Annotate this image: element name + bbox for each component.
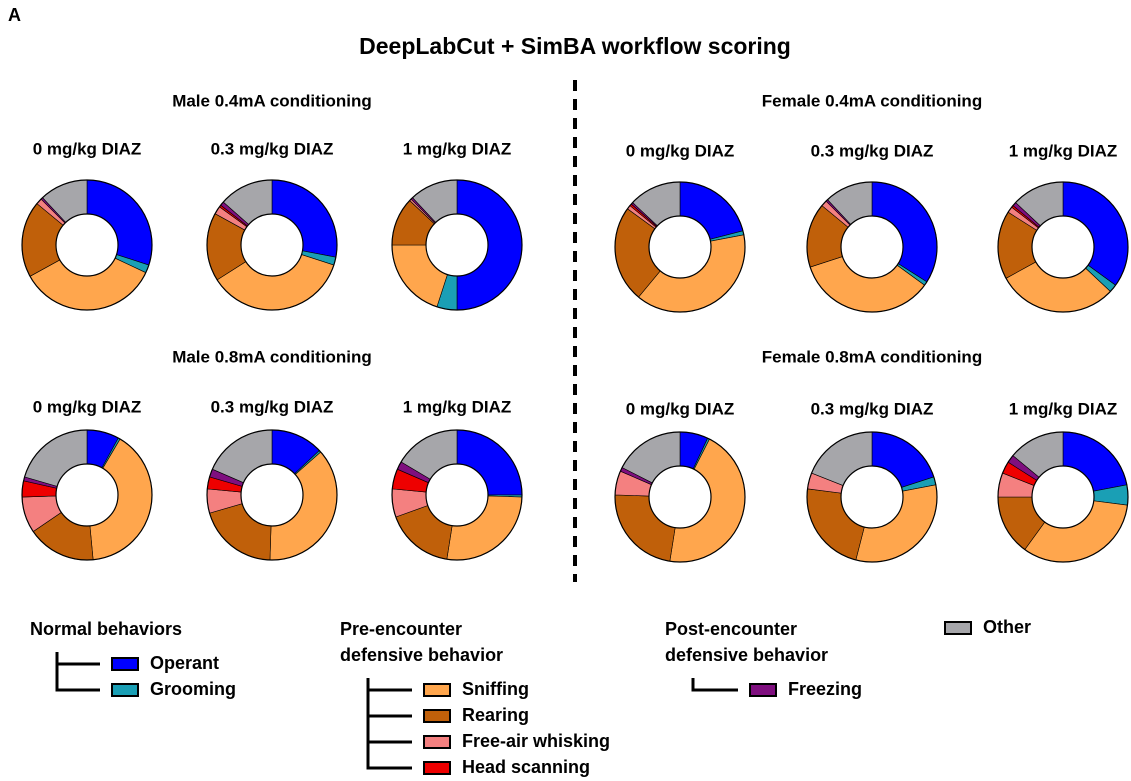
legend-group-title: Normal behaviors [30, 619, 182, 639]
donut-hole [840, 215, 904, 279]
donut-outline [997, 431, 1129, 563]
chart-title: 1 mg/kg DIAZ [403, 139, 512, 158]
chart-title: 0 mg/kg DIAZ [626, 399, 735, 418]
donut-outline [614, 431, 746, 563]
donut-hole [425, 213, 489, 277]
chart-title: 1 mg/kg DIAZ [1009, 399, 1118, 418]
donut-outline [614, 181, 746, 313]
legend-swatch [423, 709, 451, 723]
legend-label: Free-air whisking [462, 731, 610, 751]
legend-swatch [111, 657, 139, 671]
chart-title: 0 mg/kg DIAZ [626, 141, 735, 160]
legend-label: Rearing [462, 705, 529, 725]
donut-hole [240, 463, 304, 527]
panel-title: Male 0.8mA conditioning [172, 347, 372, 366]
donut-hole [1031, 215, 1095, 279]
donut-hole [55, 213, 119, 277]
legend-label: Sniffing [462, 679, 529, 699]
donut-hole [55, 463, 119, 527]
legend-label: Operant [150, 653, 219, 673]
legend-swatch [423, 735, 451, 749]
chart-title: 0.3 mg/kg DIAZ [211, 397, 334, 416]
panel-title: Female 0.8mA conditioning [762, 347, 982, 366]
legend-swatch [749, 683, 777, 697]
donut-hole [240, 213, 304, 277]
donut-hole [840, 465, 904, 529]
panel-title: Female 0.4mA conditioning [762, 91, 982, 110]
donut-hole [648, 465, 712, 529]
chart-title: 0 mg/kg DIAZ [33, 139, 142, 158]
panel-label: A [8, 5, 21, 25]
donut-outline [997, 181, 1129, 313]
legend-group-title: defensive behavior [340, 645, 503, 665]
legend-group-title: Pre-encounter [340, 619, 462, 639]
legend-swatch [111, 683, 139, 697]
chart-title: 0.3 mg/kg DIAZ [811, 141, 934, 160]
donut-hole [425, 463, 489, 527]
legend-swatch [423, 683, 451, 697]
donut-outline [806, 431, 938, 563]
donut-hole [1031, 465, 1095, 529]
legend-swatch [944, 621, 972, 635]
donut-outline [391, 179, 523, 311]
chart-title: 0.3 mg/kg DIAZ [811, 399, 934, 418]
legend-group-title: defensive behavior [665, 645, 828, 665]
donut-outline [206, 429, 338, 561]
legend-label: Freezing [788, 679, 862, 699]
legend-swatch [423, 761, 451, 775]
chart-title: 0 mg/kg DIAZ [33, 397, 142, 416]
legend-group-title: Post-encounter [665, 619, 797, 639]
chart-title: 0.3 mg/kg DIAZ [211, 139, 334, 158]
donut-outline [21, 429, 153, 561]
donut-outline [391, 429, 523, 561]
donut-outline [806, 181, 938, 313]
chart-title: 1 mg/kg DIAZ [403, 397, 512, 416]
legend-label: Other [983, 617, 1031, 637]
legend-label: Grooming [150, 679, 236, 699]
figure-title: DeepLabCut + SimBA workflow scoring [359, 33, 791, 59]
donut-hole [648, 215, 712, 279]
donut-outline [206, 179, 338, 311]
legend-label: Head scanning [462, 757, 590, 777]
panel-title: Male 0.4mA conditioning [172, 91, 372, 110]
donut-outline [21, 179, 153, 311]
chart-title: 1 mg/kg DIAZ [1009, 141, 1118, 160]
